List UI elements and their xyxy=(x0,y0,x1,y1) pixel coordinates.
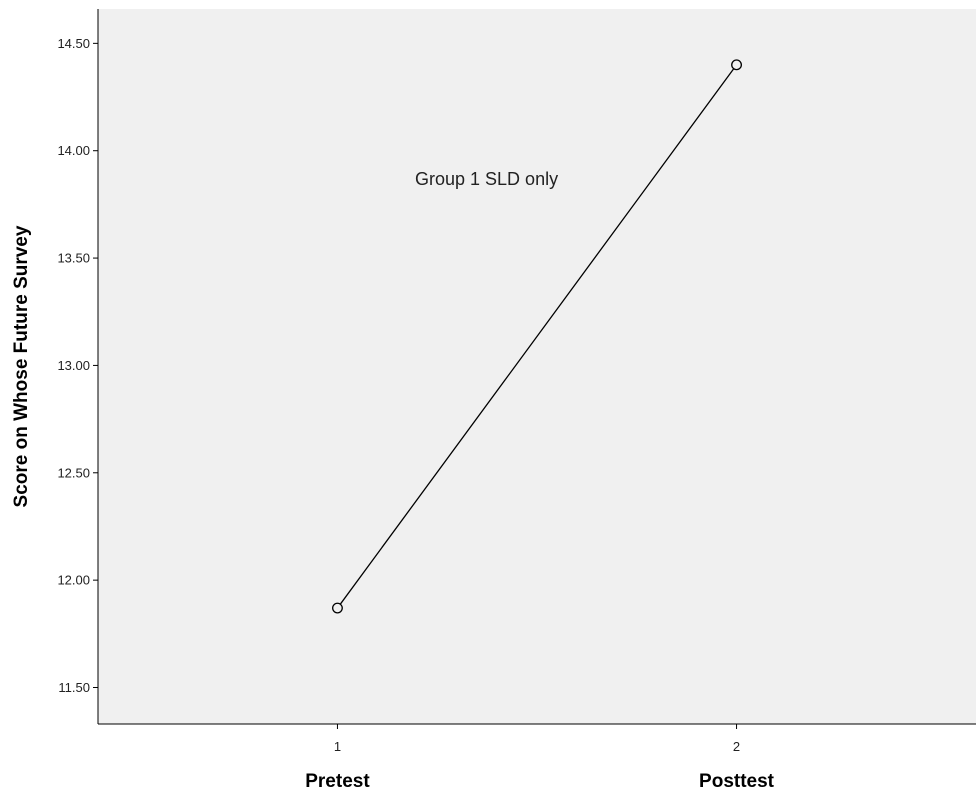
y-tick-label: 12.50 xyxy=(57,465,90,480)
data-point-marker xyxy=(332,602,343,614)
y-axis: 11.50 12.00 12.50 13.00 13.50 14.00 14.50 xyxy=(57,9,99,724)
y-tick-label: 13.50 xyxy=(57,251,90,266)
annotation-label: Group 1 SLD only xyxy=(415,169,558,189)
x-tick-label: 2 xyxy=(733,739,740,754)
x-category-label: Pretest xyxy=(305,771,370,792)
plot-area xyxy=(98,9,976,724)
x-category-label: Posttest xyxy=(699,771,775,792)
x-tick-label: 1 xyxy=(334,739,341,754)
y-tick-label: 14.50 xyxy=(57,36,90,51)
series-line xyxy=(336,64,738,609)
y-tick-label: 13.00 xyxy=(57,358,90,373)
y-tick-label: 11.50 xyxy=(58,680,90,695)
series-layer xyxy=(332,59,742,614)
y-axis-title: Score on Whose Future Survey xyxy=(11,225,32,507)
data-point-marker xyxy=(731,59,742,71)
y-tick-label: 12.00 xyxy=(57,573,90,588)
x-axis: 1 Pretest 2 Posttest xyxy=(98,723,976,792)
y-tick-label: 14.00 xyxy=(57,143,90,158)
